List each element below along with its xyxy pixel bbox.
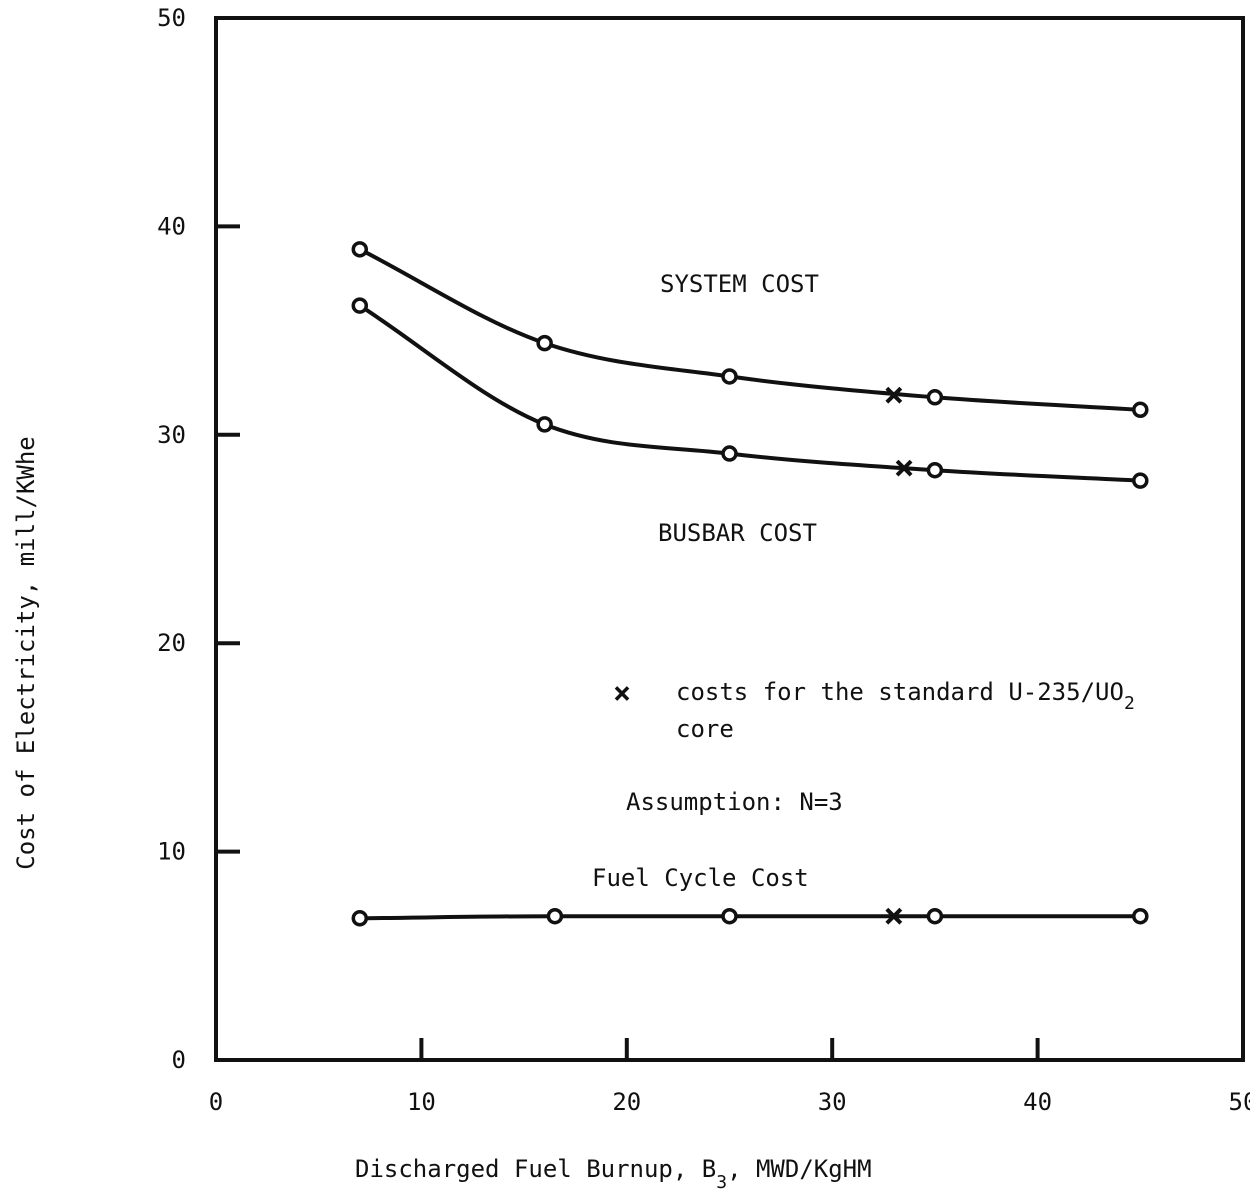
legend-text-main: costs for the standard U-235/UO — [676, 678, 1124, 706]
plot-border — [214, 16, 1245, 1062]
busbar-cost-line — [357, 303, 1143, 483]
fuel-cycle-cost-point — [1132, 907, 1149, 925]
y-tick-label: 30 — [157, 421, 186, 449]
assumption-note: Assumption: N=3 — [626, 788, 843, 816]
axis-ticks: 0 10 20 30 40 50 0 10 20 30 40 50 — [157, 4, 1250, 1116]
busbar-cost-standard-core-marker — [895, 459, 913, 477]
data-points — [351, 241, 1149, 927]
x-tick-label: 20 — [612, 1088, 641, 1116]
y-tick-label: 20 — [157, 629, 186, 657]
system-cost-point — [536, 334, 553, 352]
fuel-cycle-cost-point — [926, 907, 944, 925]
y-axis-title: Cost of Electricity, mill/KWhe — [12, 436, 40, 869]
x-axis-title-suffix: , MWD/KgHM — [727, 1155, 872, 1183]
series-label-busbar-cost: BUSBAR COST — [658, 519, 817, 547]
legend-text-line1: costs for the standard U-235/UO2 — [676, 678, 1135, 714]
x-axis-title-subscript: 3 — [716, 1172, 727, 1193]
y-tick-label: 50 — [157, 4, 186, 32]
y-tick-label: 0 — [172, 1046, 186, 1074]
x-axis-title-main: Discharged Fuel Burnup, B — [355, 1155, 716, 1183]
system-cost-standard-core-marker — [885, 386, 903, 404]
busbar-cost-point — [351, 297, 369, 314]
cross-stroke — [895, 459, 913, 477]
plot-frame — [214, 16, 1245, 1062]
series-label-system-cost: SYSTEM COST — [660, 270, 819, 298]
series-label-fuel-cycle-cost: Fuel Cycle Cost — [592, 864, 809, 892]
fuel-cycle-cost-line — [357, 914, 1143, 921]
system-cost-point — [1132, 401, 1149, 419]
x-tick-label: 30 — [818, 1088, 847, 1116]
busbar-cost-point — [926, 461, 944, 479]
system-cost-point — [721, 368, 738, 385]
cross-stroke — [885, 907, 903, 925]
x-axis-title: Discharged Fuel Burnup, B3, MWD/KgHM — [355, 1155, 872, 1193]
y-tick-label: 10 — [157, 838, 186, 866]
y-tick-label: 40 — [157, 212, 186, 240]
x-tick-label: 0 — [209, 1088, 223, 1116]
x-tick-label: 10 — [407, 1088, 436, 1116]
series-curves — [357, 247, 1143, 921]
system-cost-point — [926, 389, 944, 406]
legend-text-subscript: 2 — [1124, 693, 1135, 714]
busbar-cost-point — [536, 416, 553, 433]
legend-marker: × — [613, 676, 631, 711]
legend-text-line2: core — [676, 715, 734, 743]
busbar-cost-point — [1132, 472, 1149, 489]
cross-stroke — [885, 386, 903, 404]
busbar-cost-point — [721, 445, 738, 462]
system-cost-point — [351, 241, 369, 258]
fuel-cycle-cost-point — [721, 907, 738, 925]
x-tick-label: 50 — [1229, 1088, 1250, 1116]
fuel-cycle-cost-standard-core-marker — [885, 907, 903, 925]
x-tick-label: 40 — [1023, 1088, 1052, 1116]
fuel-cycle-cost-point — [351, 910, 369, 927]
fuel-cycle-cost-point — [546, 907, 564, 925]
